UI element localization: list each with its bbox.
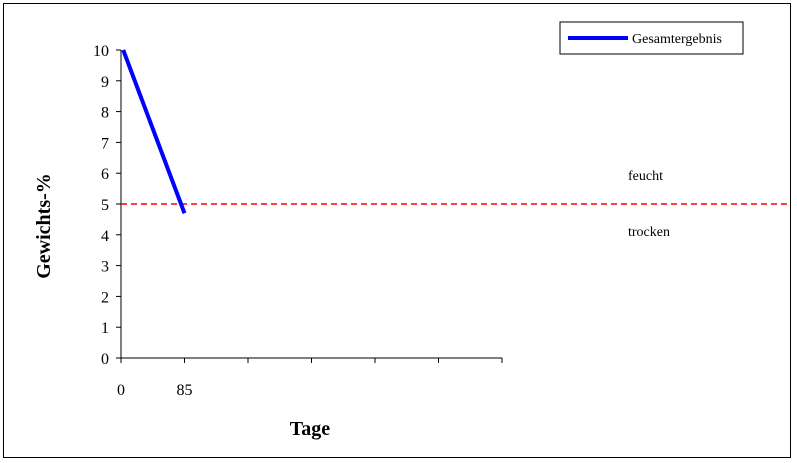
y-axis: 0 1 2 3 4 5 6 7 8 9 10 [93, 43, 122, 368]
x-axis: 0 85 [117, 357, 503, 399]
x-tick-label: 0 [117, 382, 125, 399]
x-axis-title: Tage [290, 418, 331, 440]
y-tick-label: 4 [101, 228, 109, 245]
y-tick-label: 5 [101, 197, 109, 214]
y-tick-label: 8 [101, 105, 109, 122]
y-tick-label: 10 [93, 43, 109, 60]
y-axis-title: Gewichts-% [33, 173, 55, 279]
x-tick-label: 85 [177, 382, 193, 399]
series-line-gesamtergebnis [121, 49, 187, 214]
y-tick-label: 2 [101, 289, 109, 306]
annotation-trocken: trocken [628, 225, 670, 240]
y-tick-label: 0 [101, 351, 109, 368]
series-layer [121, 49, 187, 214]
legend-label-gesamtergebnis: Gesamtergebnis [632, 32, 722, 47]
y-tick-label: 6 [101, 166, 109, 183]
y-tick-label: 7 [101, 135, 109, 152]
y-tick-label: 3 [101, 259, 109, 276]
legend: Gesamtergebnis [559, 21, 744, 55]
y-tick-label: 9 [101, 74, 109, 91]
annotation-feucht: feucht [628, 169, 663, 184]
y-tick-label: 1 [101, 320, 109, 337]
